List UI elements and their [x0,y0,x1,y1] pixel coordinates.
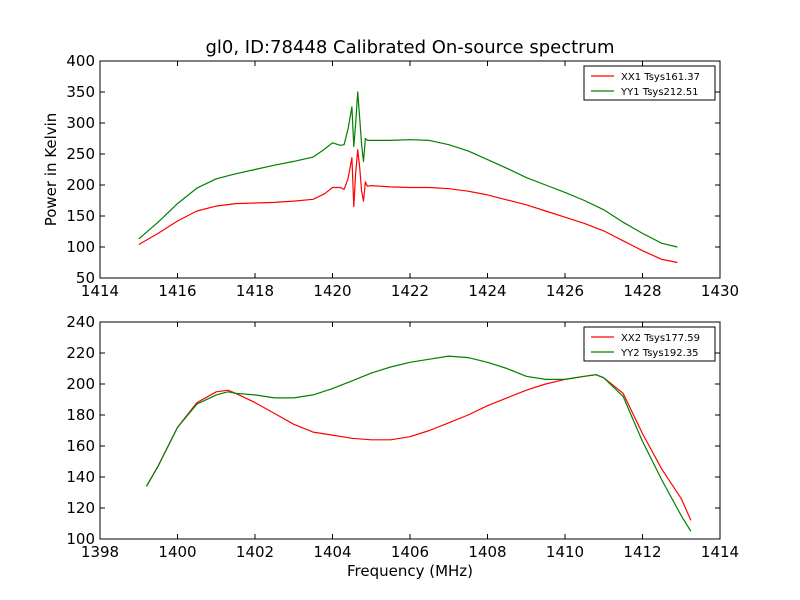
series-line-yy2 [145,355,692,532]
y-tick-label: 150 [66,207,95,225]
x-tick-label: 1430 [701,282,739,300]
y-tick-label: 140 [66,468,95,486]
x-tick-label: 1402 [236,543,274,561]
x-tick-label: 1414 [701,543,739,561]
x-tick-label: 1406 [391,543,429,561]
legend-box [583,65,716,101]
x-tick-label: 1424 [468,282,506,300]
legend-entry: YY2 Tsys192.35 [620,348,699,359]
legend-entry: YY1 Tsys212.51 [620,87,699,98]
series-line-xx2 [145,374,692,521]
legend-entry: XX1 Tsys161.37 [621,72,700,83]
y-tick-label: 220 [66,344,95,362]
x-tick-label: 1398 [81,543,119,561]
x-tick-label: 1414 [81,282,119,300]
series-line-yy1 [138,91,678,248]
upper-spectrum-plot: 1414 1416 1418 1420 1422 1424 1426 1428 1430 50 10… [42,37,739,300]
y-tick-label: 160 [66,437,95,455]
y-axis-label: Power in Kelvin [42,113,60,227]
x-tick-label: 1412 [623,543,661,561]
x-tick-label: 1422 [391,282,429,300]
y-tick-label: 200 [66,375,95,393]
x-tick-label: 1400 [158,543,196,561]
y-tick-label: 100 [66,530,95,548]
x-tick-label: 1418 [236,282,274,300]
legend-box [583,326,716,362]
x-tick-label: 1404 [313,543,351,561]
y-tick-label: 300 [66,114,95,132]
y-tick-label: 50 [76,269,95,287]
legend-entry: XX2 Tsys177.59 [621,333,700,344]
x-tick-label: 1408 [468,543,506,561]
y-tick-label: 100 [66,238,95,256]
lower-spectrum-plot: 1398 1400 1402 1404 1406 1408 1410 1412 1414 100 1… [66,313,739,580]
y-tick-label: 400 [66,52,95,70]
y-tick-label: 350 [66,83,95,101]
x-tick-label: 1420 [313,282,351,300]
x-tick-label: 1416 [158,282,196,300]
y-tick-label: 240 [66,313,95,331]
y-tick-label: 120 [66,499,95,517]
y-tick-label: 200 [66,176,95,194]
y-tick-label: 250 [66,145,95,163]
series-line-xx1 [138,149,678,264]
x-tick-label: 1410 [546,543,584,561]
y-tick-label: 180 [66,406,95,424]
chart-title: gl0, ID:78448 Calibrated On-source spect… [205,37,614,58]
x-axis-label: Frequency (MHz) [347,562,473,580]
x-tick-label: 1426 [546,282,584,300]
x-tick-label: 1428 [623,282,661,300]
